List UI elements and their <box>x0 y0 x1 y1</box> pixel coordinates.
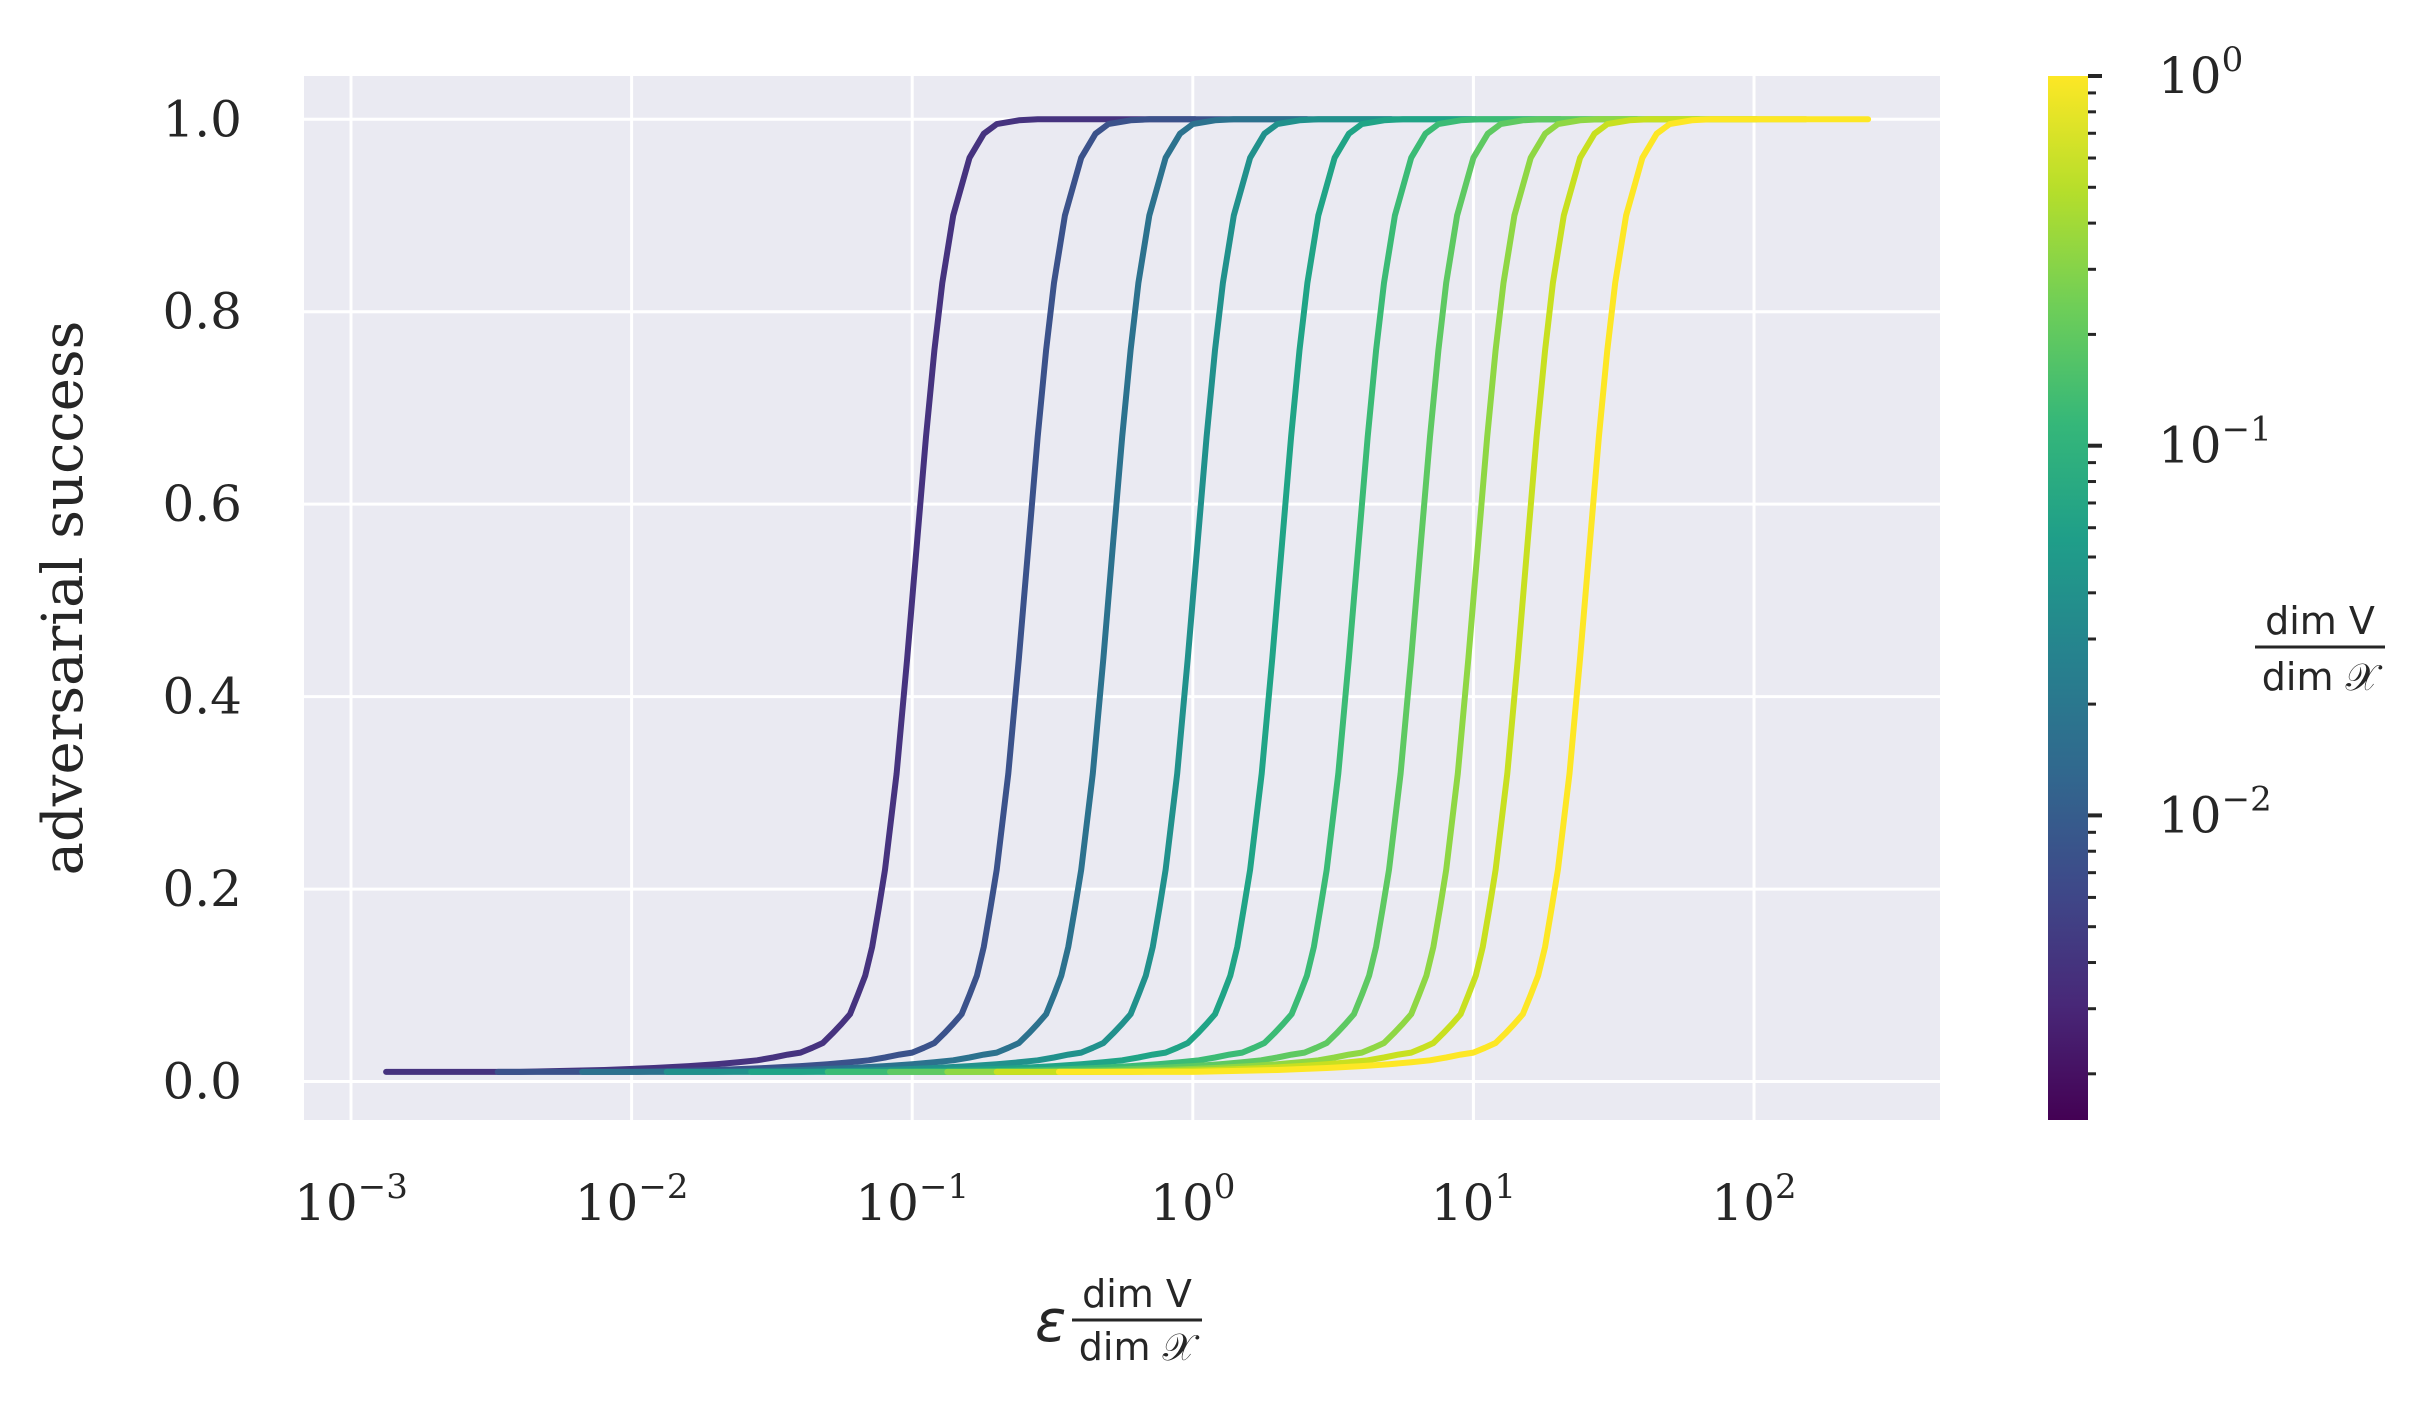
colorbar-ticks: 100 10−1 10−2 <box>2088 40 2272 1076</box>
colorbar-label: dim V dim 𝒳 <box>2255 599 2385 699</box>
x-tick-label: 100 <box>1150 1167 1235 1232</box>
series-line <box>1055 116 1872 1075</box>
x-axis-label-denominator: dim 𝒳 <box>1079 1325 1200 1369</box>
x-tick-label: 101 <box>1431 1167 1516 1232</box>
y-tick-label: 0.4 <box>162 668 242 726</box>
colorbar-label-denominator: dim 𝒳 <box>2262 655 2383 699</box>
x-tick-label: 10−1 <box>855 1167 969 1232</box>
colorbar-tick-label: 10−1 <box>2158 410 2272 475</box>
colorbar-label-numerator: dim V <box>2265 599 2375 643</box>
y-tick-label: 1.0 <box>162 90 242 148</box>
colorbar-tick-label: 10−2 <box>2158 779 2272 844</box>
x-tick-label: 102 <box>1711 1167 1796 1232</box>
series-line <box>748 116 1564 1075</box>
y-tick-label: 0.0 <box>162 1053 242 1111</box>
y-tick-labels: 0.0 0.2 0.4 0.6 0.8 1.0 <box>162 90 242 1110</box>
series-line <box>494 116 1310 1075</box>
plot-background <box>304 76 1940 1120</box>
series-line <box>993 116 1809 1075</box>
colorbar <box>2048 76 2088 1120</box>
y-tick-label: 0.6 <box>162 475 242 533</box>
series-line <box>824 116 1640 1075</box>
series-line <box>887 116 1703 1075</box>
x-axis-label: ε dim V dim 𝒳 <box>1035 1272 1202 1369</box>
series-line <box>944 116 1760 1075</box>
series-line <box>663 116 1479 1075</box>
series-line <box>383 116 1199 1075</box>
y-tick-label: 0.2 <box>162 860 242 918</box>
x-axis-label-symbol: ε <box>1035 1287 1066 1355</box>
x-tick-labels: 10−3 10−2 10−1 100 101 102 <box>294 1167 1797 1232</box>
y-tick-label: 0.8 <box>162 283 242 341</box>
x-tick-label: 10−3 <box>294 1167 408 1232</box>
series-lines <box>383 116 1872 1075</box>
x-axis-label-numerator: dim V <box>1082 1272 1192 1316</box>
y-axis-label: adversarial success <box>31 321 96 876</box>
x-tick-label: 10−2 <box>575 1167 689 1232</box>
colorbar-tick-label: 100 <box>2158 40 2243 105</box>
series-line <box>579 116 1395 1075</box>
